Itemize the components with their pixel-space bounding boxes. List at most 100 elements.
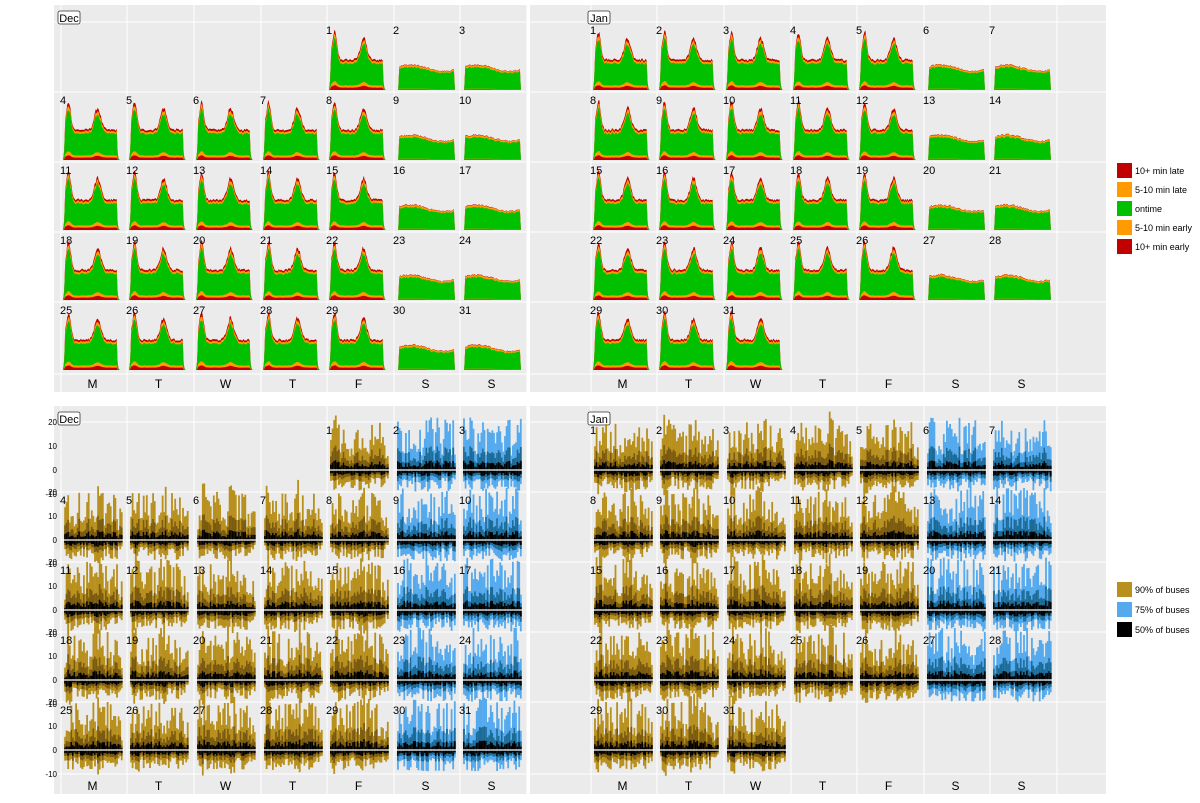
quantile-bar-50 [250, 535, 253, 543]
quantile-bar-50 [186, 745, 189, 753]
day-number: 26 [856, 235, 868, 247]
quantile-bar-50 [133, 534, 136, 544]
quantile-bar-50 [339, 742, 342, 753]
day-number: 15 [326, 165, 338, 177]
stacked-area-layer [591, 39, 654, 90]
quantile-bar-50 [441, 602, 444, 616]
quantile-bar-50 [142, 742, 145, 756]
day-number: 4 [60, 495, 66, 507]
quantile-bar-50 [283, 677, 285, 685]
quantile-bar-50 [519, 676, 522, 686]
stacked-area-layer [724, 155, 787, 160]
quantile-bar-50 [313, 531, 315, 544]
day-cell: 16 [393, 558, 457, 632]
quantile-bar-50 [595, 535, 598, 544]
quantile-bar-50 [909, 466, 911, 476]
quantile-bar-50 [100, 531, 103, 546]
quantile-bar-50 [119, 534, 122, 543]
weekday-label: T [155, 779, 163, 793]
day-cell: 24 [459, 627, 523, 702]
quantile-bar-50 [408, 602, 410, 615]
quantile-bar-50 [771, 465, 774, 473]
quantile-bar-50 [239, 742, 242, 754]
quantile-bar-50 [366, 670, 369, 683]
month-label: Dec [59, 414, 79, 426]
quantile-bar-50 [950, 462, 953, 475]
quantile-bar-75 [419, 656, 421, 685]
quantile-bar-50 [877, 464, 880, 474]
quantile-bar-50 [620, 466, 623, 476]
quantile-bar-50 [95, 535, 98, 547]
quantile-bar-50 [438, 534, 440, 545]
day-cell: 8 [326, 487, 390, 562]
quantile-bar-50 [105, 602, 107, 616]
stacked-area-layer [61, 155, 124, 160]
quantile-bar-50 [441, 531, 444, 543]
quantile-bar-50 [314, 605, 317, 613]
quantile-bar-50 [483, 603, 486, 615]
quantile-bar-50 [356, 462, 359, 473]
quantile-bar-50 [491, 743, 494, 754]
quantile-bar-50 [515, 670, 517, 686]
quantile-bar-50 [185, 608, 188, 614]
quantile-bar-50 [111, 744, 114, 754]
stacked-area-layer [261, 107, 324, 160]
day-cell: 9 [393, 95, 457, 160]
quantile-bar-50 [483, 462, 486, 476]
quantile-bar-50 [841, 463, 844, 475]
quantile-bar-50 [216, 673, 218, 684]
stacked-area-layer [990, 206, 1053, 230]
quantile-bar-50 [241, 531, 244, 543]
day-cell: 2 [393, 25, 457, 90]
quantile-bar-50 [279, 537, 282, 546]
quantile-bar-50 [839, 463, 842, 473]
day-cell: 17 [459, 165, 523, 230]
quantile-bar-50 [968, 461, 970, 476]
quantile-bar-50 [463, 460, 465, 474]
quantile-bar-50 [295, 531, 298, 547]
quantile-bar-50 [898, 465, 900, 474]
quantile-bar-50 [81, 745, 84, 756]
day-cell: 30 [656, 305, 720, 370]
quantile-bar-50 [516, 746, 519, 753]
quantile-bar-50 [372, 465, 375, 473]
quantile-bar-50 [111, 677, 114, 685]
day-cell: 22 [590, 235, 654, 300]
quantile-bar-50 [355, 533, 358, 544]
quantile-bar-50 [409, 671, 412, 684]
quantile-bar-50 [172, 534, 175, 543]
quantile-bar-50 [794, 467, 796, 475]
quantile-bar-50 [141, 745, 143, 753]
quantile-bar-50 [350, 745, 353, 753]
day-cell: 29 [326, 305, 390, 370]
quantile-bar-50 [414, 674, 417, 685]
quantile-bar-50 [87, 531, 90, 544]
stacked-area-layer [857, 225, 920, 230]
quantile-bar-50 [234, 531, 237, 545]
quantile-bar-50 [474, 602, 476, 615]
quantile-bar-50 [289, 676, 292, 683]
quantile-bar-50 [169, 675, 172, 683]
legend-swatch [1117, 201, 1132, 216]
quantile-bar-50 [130, 535, 132, 543]
day-cell: 12 [126, 557, 190, 634]
quantile-bar-50 [253, 534, 256, 542]
day-cell: 26 [856, 235, 920, 300]
stacked-area-layer [924, 229, 987, 230]
quantile-bar-50 [308, 671, 311, 684]
quantile-bar-50 [246, 537, 248, 545]
quantile-bar-50 [519, 460, 522, 475]
quantile-bar-50 [969, 466, 972, 477]
quantile-bar-50 [160, 745, 162, 754]
day-cell: 13 [193, 559, 257, 634]
quantile-bar-50 [499, 601, 502, 615]
quantile-bar-50 [314, 742, 317, 754]
legend-swatch [1117, 239, 1132, 254]
quantile-bar-50 [382, 464, 384, 475]
quantile-bar-50 [505, 677, 508, 687]
quantile-bar-50 [294, 676, 296, 683]
quantile-bar-50 [947, 462, 950, 473]
day-cell: 31 [459, 305, 523, 370]
quantile-bar-50 [246, 606, 248, 616]
stacked-area-layer [657, 225, 720, 230]
